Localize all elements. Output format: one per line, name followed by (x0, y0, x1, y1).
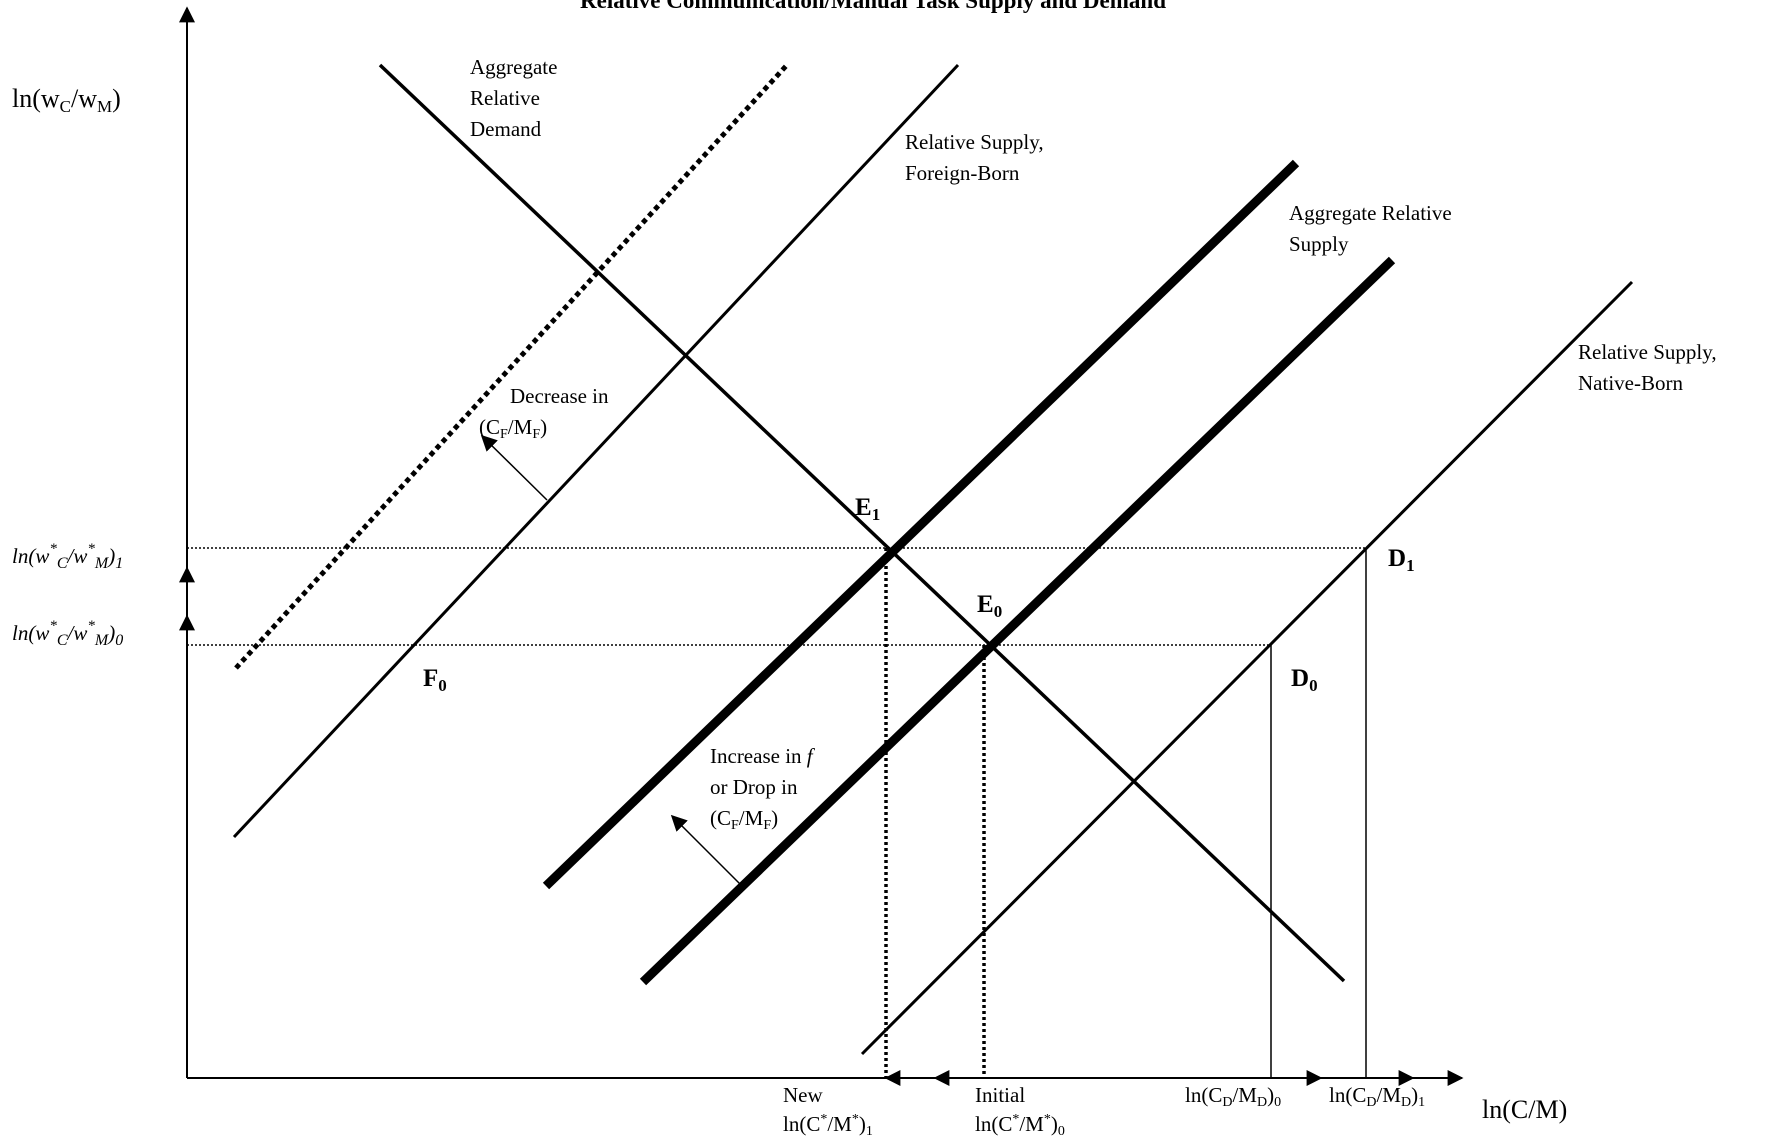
x-tick-cd0: ln(CD/MD)0 (1185, 1083, 1281, 1110)
decrease-shift-arrow (480, 434, 548, 501)
increase-annotation-line1: Increase in f (710, 744, 816, 768)
point-e0-label: E0 (977, 591, 1002, 621)
relative-supply-foreign-born-line (232, 63, 960, 839)
increase-shift-arrow (670, 814, 741, 885)
increase-annotation-line3: (CF/MF) (710, 806, 778, 833)
x-tick-cd1: ln(CD/MD)1 (1329, 1083, 1425, 1110)
y-tick-wage0: ln(w*C/w*M)0 (12, 618, 123, 649)
point-d0-label: D0 (1291, 665, 1318, 695)
aggregate-relative-supply-line (639, 256, 1396, 986)
x-tick-new-line1: New (783, 1083, 823, 1107)
aggregate-relative-demand-line (378, 63, 1346, 983)
relative-supply-foreign-born-label: Relative Supply, Foreign-Born (905, 130, 1049, 185)
x-axis-label: ln(C/M) (1482, 1095, 1567, 1124)
aggregate-relative-supply-label: Aggregate Relative Supply (1289, 201, 1457, 256)
shifted-aggregate-supply-line (542, 159, 1300, 890)
decrease-annotation-line2: (CF/MF) (479, 415, 547, 442)
y-tick-wage1: ln(w*C/w*M)1 (12, 541, 123, 572)
x-tick-new-line2: ln(C*/M*)1 (783, 1112, 873, 1138)
aggregate-relative-demand-label: Aggregate Relative Demand (470, 55, 563, 141)
x-tick-initial-line1: Initial (975, 1083, 1025, 1107)
relative-supply-native-born-line (860, 280, 1634, 1056)
point-f0-label: F0 (423, 665, 447, 695)
shifted-foreign-supply-dotted-line (234, 64, 788, 670)
x-tick-initial-line2: ln(C*/M*)0 (975, 1112, 1065, 1138)
y-axis-label: ln(wC/wM) (12, 84, 121, 116)
point-e1-label: E1 (855, 494, 880, 524)
increase-annotation-line2: or Drop in (710, 775, 798, 799)
decrease-annotation-line1: Decrease in (510, 384, 609, 408)
relative-supply-native-born-label: Relative Supply, Native-Born (1578, 340, 1722, 395)
point-d1-label: D1 (1388, 545, 1415, 575)
diagram-title: Relative Communication/Manual Task Suppl… (580, 0, 1166, 13)
